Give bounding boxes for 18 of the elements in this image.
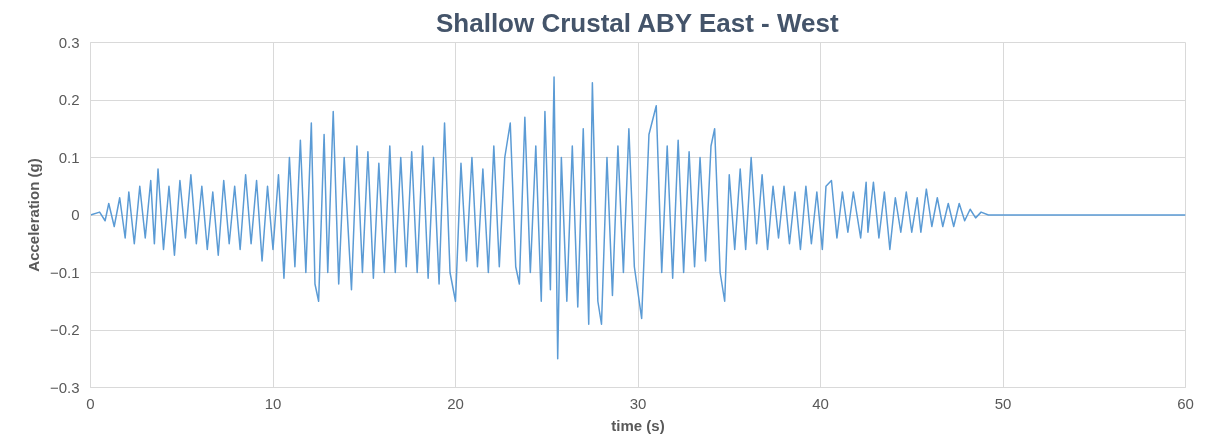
y-tick-label: 0	[71, 206, 80, 223]
x-tick-label: 50	[994, 394, 1012, 412]
y-tick-label: −0.3	[49, 378, 80, 396]
x-tick-label: 20	[447, 394, 464, 412]
line-series	[90, 76, 1186, 360]
x-tick-label: 60	[1177, 394, 1194, 412]
x-tick-label: 0	[86, 394, 95, 412]
x-axis-title: time (s)	[611, 416, 665, 434]
x-tick-label: 30	[629, 394, 647, 412]
chart-title: Shallow Crustal ABY East - West	[435, 7, 839, 38]
x-tick-label: 10	[264, 394, 282, 412]
y-tick-label: −0.2	[49, 321, 80, 338]
y-tick-label: 0.3	[58, 33, 80, 51]
y-tick-label: −0.1	[49, 263, 80, 281]
x-tick-label: 40	[812, 394, 829, 412]
y-tick-label: 0.2	[58, 91, 80, 108]
y-tick-label: 0.1	[58, 148, 80, 166]
y-axis-title: Acceleration (g)	[24, 158, 42, 272]
